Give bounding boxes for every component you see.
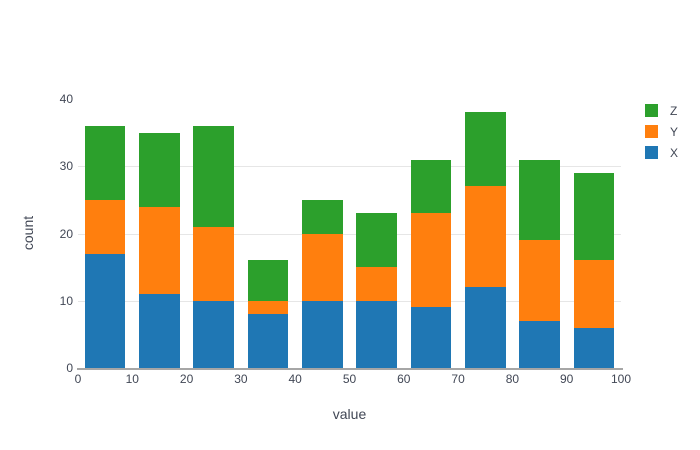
bar-segment-z-bin1[interactable]: [139, 132, 180, 207]
bar-segment-z-bin8[interactable]: [519, 159, 560, 241]
x-axis-title: value: [332, 406, 367, 422]
bar-segment-y-bin9[interactable]: [573, 260, 615, 328]
bar-segment-y-bin6[interactable]: [410, 213, 452, 308]
x-tick-label-50: 50: [342, 372, 357, 386]
bar-segment-y-bin5[interactable]: [356, 267, 397, 301]
y-tick-label-40: 40: [59, 92, 73, 106]
x-axis-line: [77, 368, 623, 370]
bar-segment-z-bin2[interactable]: [193, 125, 235, 227]
x-tick-label-90: 90: [560, 372, 574, 386]
bar-segment-x-bin7[interactable]: [464, 287, 506, 368]
x-tick-label-10: 10: [125, 372, 139, 386]
bar-segment-y-bin8[interactable]: [519, 240, 560, 321]
legend-label-x: X: [670, 145, 679, 160]
bar-segment-x-bin2[interactable]: [193, 300, 235, 368]
x-tick-label-60: 60: [397, 372, 411, 386]
bar-segment-z-bin0[interactable]: [84, 125, 126, 200]
bar-segment-z-bin4[interactable]: [302, 199, 343, 234]
bar-segment-x-bin8[interactable]: [519, 320, 560, 368]
bar-segment-z-bin5[interactable]: [356, 213, 397, 268]
bar-segment-y-bin2[interactable]: [193, 226, 235, 301]
bar-segment-z-bin9[interactable]: [573, 172, 615, 261]
legend-swatch-y-icon: [645, 125, 658, 138]
x-tick-label-20: 20: [179, 372, 194, 386]
legend-swatch-z-icon: [645, 104, 658, 117]
bar-segment-x-bin9[interactable]: [573, 327, 615, 368]
legend-item-y[interactable]: Y: [645, 121, 678, 142]
bar-segment-x-bin6[interactable]: [410, 307, 452, 368]
bar-segment-y-bin0[interactable]: [84, 199, 126, 254]
bar-segment-y-bin4[interactable]: [302, 233, 343, 301]
x-tick-label-40: 40: [288, 372, 302, 386]
gridline-y-10: [78, 300, 621, 302]
bar-segment-x-bin5[interactable]: [356, 300, 397, 368]
y-tick-label-20: 20: [59, 226, 73, 241]
legend-label-z: Z: [670, 103, 678, 118]
legend-item-z[interactable]: Z: [645, 100, 678, 121]
bar-segment-x-bin0[interactable]: [84, 253, 126, 368]
bar-segment-x-bin4[interactable]: [302, 300, 343, 368]
bar-segment-y-bin3[interactable]: [247, 300, 289, 315]
x-tick-label-70: 70: [451, 372, 465, 386]
x-tick-label-30: 30: [234, 372, 248, 386]
bar-segment-z-bin6[interactable]: [410, 159, 452, 214]
legend-label-y: Y: [670, 124, 679, 139]
x-tick-label-100: 100: [610, 372, 632, 386]
gridline-y-30: [78, 166, 621, 168]
x-tick-label-80: 80: [505, 372, 520, 386]
bar-segment-z-bin3[interactable]: [247, 260, 289, 301]
legend-swatch-x-icon: [645, 146, 658, 159]
y-axis-title: count: [20, 215, 36, 251]
bar-segment-y-bin7[interactable]: [464, 186, 506, 288]
y-tick-label-30: 30: [59, 159, 73, 174]
gridline-y-20: [78, 233, 621, 235]
bar-segment-y-bin1[interactable]: [139, 206, 180, 295]
plot-area: [78, 99, 621, 368]
bar-segment-x-bin3[interactable]: [247, 314, 289, 368]
legend-item-x[interactable]: X: [645, 142, 678, 163]
bar-segment-z-bin7[interactable]: [464, 112, 506, 187]
y-tick-label-10: 10: [59, 293, 73, 308]
x-tick-label-0: 0: [74, 372, 82, 386]
y-tick-label-0: 0: [66, 361, 73, 375]
bar-segment-x-bin1[interactable]: [139, 294, 180, 368]
